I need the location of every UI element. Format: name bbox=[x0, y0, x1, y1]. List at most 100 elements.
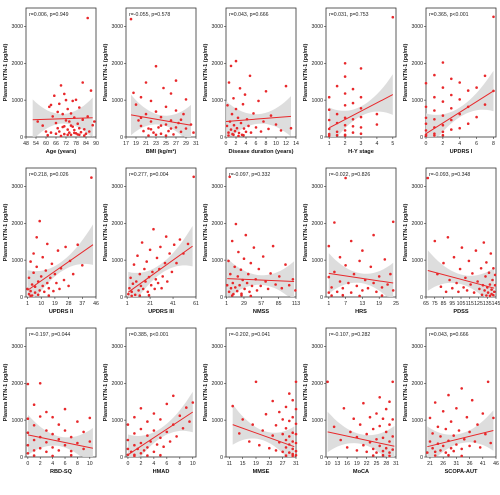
data-point bbox=[239, 121, 243, 125]
data-point bbox=[225, 283, 229, 287]
data-point bbox=[444, 451, 448, 454]
regression-line bbox=[328, 94, 394, 129]
x-axis-label: RBD-SQ bbox=[50, 469, 73, 475]
x-tick-label: 4 bbox=[375, 141, 378, 147]
y-tick-label: 3000 bbox=[111, 24, 123, 30]
data-point bbox=[248, 290, 251, 294]
stat-label: r=-0.107, p=0.282 bbox=[329, 332, 370, 338]
data-point bbox=[166, 280, 169, 283]
data-point bbox=[391, 435, 395, 438]
data-point bbox=[451, 286, 454, 290]
data-point bbox=[136, 254, 139, 257]
regression-line bbox=[232, 424, 295, 448]
data-point bbox=[441, 444, 445, 448]
x-tick-label: 22 bbox=[364, 461, 370, 467]
x-tick-label: 2 bbox=[344, 141, 347, 147]
stat-label: r=0.365, p<0.001 bbox=[429, 12, 469, 18]
data-point bbox=[59, 84, 63, 87]
data-point bbox=[248, 74, 252, 78]
data-point bbox=[362, 443, 365, 447]
y-tick-label: 3000 bbox=[11, 344, 23, 350]
data-point bbox=[76, 441, 79, 445]
x-tick-label: 8 bbox=[492, 141, 495, 147]
x-tick-label: 0 bbox=[225, 141, 228, 147]
x-axis-label: HRS bbox=[355, 309, 367, 315]
data-point bbox=[343, 129, 347, 132]
y-tick-label: 2000 bbox=[411, 221, 423, 227]
x-axis-label: Age (years) bbox=[46, 149, 77, 155]
data-point bbox=[147, 293, 151, 297]
x-tick-label: 10 bbox=[190, 461, 196, 467]
x-tick-label: 21 bbox=[427, 461, 433, 467]
data-point bbox=[485, 261, 488, 264]
data-point bbox=[52, 289, 55, 293]
data-point bbox=[164, 235, 168, 238]
confidence-band bbox=[127, 391, 193, 457]
x-tick-label: 19 bbox=[133, 141, 139, 147]
data-point bbox=[88, 440, 92, 443]
data-point bbox=[174, 126, 178, 129]
data-point bbox=[258, 443, 261, 447]
data-point bbox=[359, 132, 363, 135]
data-point bbox=[33, 291, 37, 294]
x-axis-label: PDSS bbox=[453, 309, 469, 315]
data-point bbox=[79, 130, 83, 134]
x-tick-label: 41 bbox=[480, 461, 486, 467]
data-point bbox=[441, 123, 445, 127]
y-tick-label: 0 bbox=[20, 135, 23, 141]
data-point bbox=[489, 441, 493, 445]
data-point bbox=[231, 404, 234, 408]
y-tick-label: 2000 bbox=[311, 221, 323, 227]
y-tick-label: 3000 bbox=[211, 24, 223, 30]
data-point bbox=[56, 110, 59, 114]
scatter-panel: r=-0.197, p=0.044 0 1000 2000 3000 0 2 4 6 8 10 RBD… bbox=[3, 327, 97, 475]
data-point bbox=[280, 286, 284, 290]
data-point bbox=[191, 401, 195, 404]
data-point bbox=[269, 272, 272, 275]
data-point bbox=[161, 275, 164, 278]
data-point bbox=[484, 275, 487, 278]
data-point bbox=[264, 280, 267, 283]
data-point bbox=[27, 292, 31, 296]
data-point bbox=[242, 133, 245, 137]
x-tick-label: 25 bbox=[163, 141, 169, 147]
x-tick-label: 2 bbox=[139, 461, 142, 467]
x-tick-label: 125 bbox=[474, 301, 483, 307]
data-point bbox=[264, 90, 268, 93]
data-point bbox=[59, 134, 63, 138]
data-point bbox=[146, 434, 149, 437]
data-point bbox=[424, 105, 428, 109]
data-point bbox=[327, 132, 331, 136]
data-point bbox=[351, 118, 355, 121]
confidence-band bbox=[128, 225, 193, 297]
x-tick-label: 27 bbox=[280, 461, 286, 467]
data-point bbox=[467, 259, 471, 263]
data-point bbox=[462, 286, 465, 289]
x-tick-label: 78 bbox=[73, 141, 79, 147]
data-point bbox=[51, 432, 54, 436]
stat-label: r=-0.093, p=0.348 bbox=[429, 172, 470, 178]
y-axis-label: Plasma NTN-1 (pg/ml) bbox=[3, 203, 9, 261]
x-tick-label: 4 bbox=[458, 141, 461, 147]
data-point bbox=[168, 252, 171, 255]
data-point bbox=[38, 219, 41, 223]
data-point bbox=[232, 97, 235, 100]
data-point bbox=[447, 453, 450, 457]
data-point bbox=[175, 435, 178, 438]
data-point bbox=[284, 438, 288, 442]
y-tick-label: 1000 bbox=[111, 418, 123, 424]
x-axis-label: UPDRS II bbox=[49, 309, 74, 315]
confidence-band bbox=[27, 414, 93, 457]
data-point bbox=[294, 432, 298, 436]
data-point bbox=[129, 17, 133, 21]
data-point bbox=[281, 450, 285, 454]
x-tick-label: 36 bbox=[467, 461, 473, 467]
y-tick-label: 1000 bbox=[11, 98, 23, 104]
data-point bbox=[26, 382, 30, 386]
data-point bbox=[493, 273, 497, 277]
y-tick-label: 1000 bbox=[311, 418, 323, 424]
data-point bbox=[368, 415, 372, 419]
data-point bbox=[44, 130, 48, 133]
y-tick-label: 0 bbox=[220, 135, 223, 141]
data-point bbox=[375, 451, 378, 454]
